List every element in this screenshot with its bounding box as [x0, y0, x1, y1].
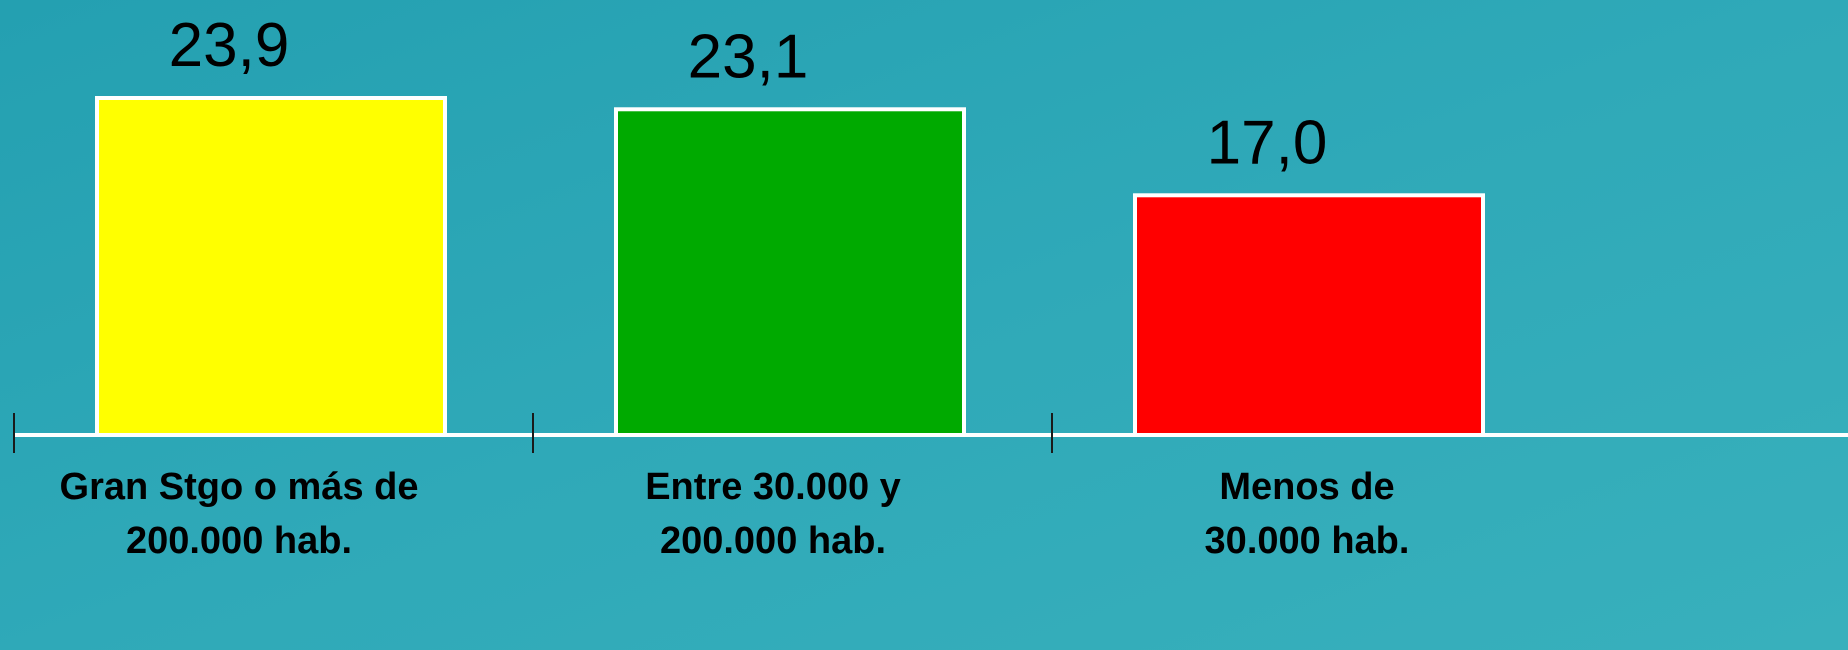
value-label: 17,0: [1207, 108, 1328, 177]
bar: [1133, 193, 1485, 437]
value-label: 23,9: [169, 11, 290, 80]
category-label: Entre 30.000 y 200.000 hab.: [645, 466, 901, 562]
value-label: 23,1: [688, 22, 809, 91]
category-label: Menos de 30.000 hab.: [1204, 466, 1410, 562]
bar: [614, 107, 966, 437]
bar: [95, 96, 447, 437]
category-label: Gran Stgo o más de 200.000 hab.: [59, 466, 419, 562]
